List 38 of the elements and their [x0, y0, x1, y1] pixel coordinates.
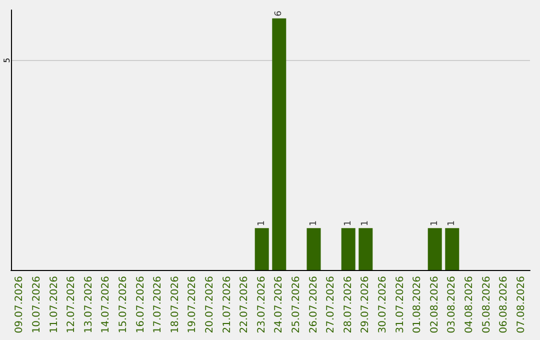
data-label: 1 [343, 220, 354, 226]
x-tick-label: 05.08.2026 [481, 276, 492, 334]
x-tick-label: 19.07.2026 [187, 276, 198, 334]
x-tick-label: 28.07.2026 [342, 276, 354, 334]
y-tick-label: 5 [2, 58, 12, 63]
x-tick-label: 23.07.2026 [256, 276, 268, 334]
x-tick-label: 16.07.2026 [135, 276, 146, 334]
x-tick-label: 29.07.2026 [360, 276, 372, 334]
data-label: 1 [308, 220, 319, 226]
x-tick-label: 10.07.2026 [31, 276, 42, 334]
data-label: 1 [447, 220, 458, 226]
x-tick-label: 02.08.2026 [429, 276, 440, 334]
data-label: 1 [430, 220, 440, 226]
x-tick-label: 18.07.2026 [170, 276, 181, 334]
x-tick-label: 27.07.2026 [326, 276, 337, 334]
x-tick-label: 21.07.2026 [222, 276, 233, 334]
x-tick-label: 03.08.2026 [446, 276, 458, 334]
x-tick-label: 25.07.2026 [290, 276, 302, 334]
x-tick-label: 31.07.2026 [394, 276, 406, 334]
data-label: 6 [274, 10, 284, 16]
x-tick-label: 17.07.2026 [152, 276, 164, 334]
x-tick-label: 22.07.2026 [239, 276, 250, 334]
x-tick-label: 07.08.2026 [516, 276, 527, 334]
x-tick-label: 13.07.2026 [83, 276, 94, 334]
x-tick-label: 15.07.2026 [118, 276, 129, 334]
x-tick-label: 20.07.2026 [204, 276, 216, 334]
x-tick-label: 06.08.2026 [498, 276, 510, 334]
x-tick-label: 30.07.2026 [377, 276, 388, 334]
x-tick-label: 04.08.2026 [464, 276, 475, 334]
x-tick-label: 11.07.2026 [48, 276, 60, 334]
x-tick-label: 24.07.2026 [274, 276, 285, 334]
x-tick-label: 26.07.2026 [308, 276, 320, 334]
x-tick-label: 12.07.2026 [66, 276, 78, 334]
data-label: 1 [256, 220, 267, 226]
x-tick-label: 01.08.2026 [412, 276, 424, 334]
x-tick-label: 14.07.2026 [100, 276, 112, 334]
x-tick-label: 09.07.2026 [14, 276, 26, 334]
data-label: 1 [360, 220, 371, 226]
